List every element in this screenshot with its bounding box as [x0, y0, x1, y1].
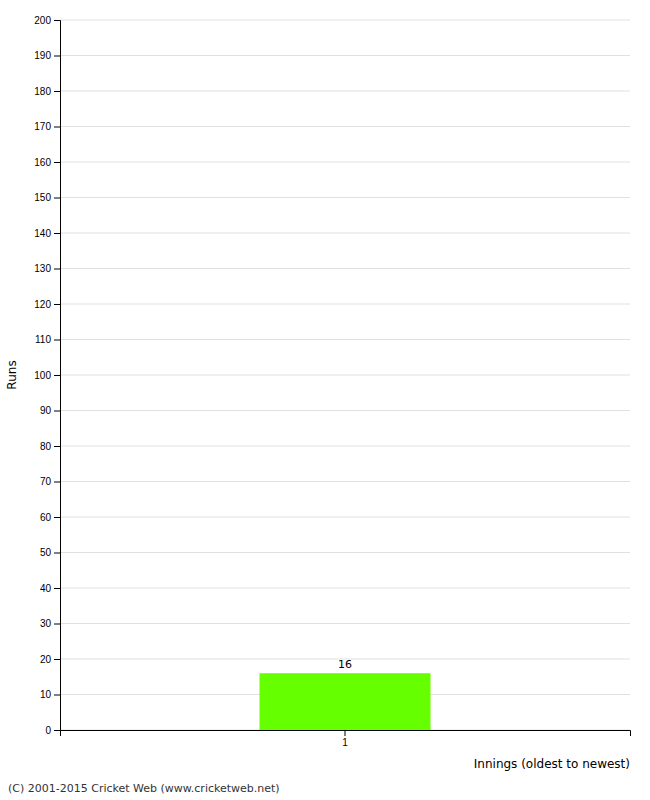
tick-mark [54, 304, 60, 305]
grid-line [60, 20, 630, 21]
chart: 1601020304050607080901001101201301401501… [0, 0, 650, 800]
tick: 170 [34, 121, 60, 132]
tick-mark [54, 553, 60, 554]
grid-line [60, 410, 630, 411]
tick-mark [54, 20, 60, 21]
tick-mark [54, 659, 60, 660]
tick: 140 [34, 228, 60, 239]
tick-mark [54, 56, 60, 57]
tick-mark [345, 730, 346, 736]
tick: 150 [34, 192, 60, 203]
footer: (C) 2001-2015 Cricket Web (www.cricketwe… [8, 782, 280, 795]
tick: 90 [40, 405, 60, 416]
tick-mark [54, 446, 60, 447]
tick-mark [54, 198, 60, 199]
grid-line [60, 197, 630, 198]
grid-line [60, 375, 630, 376]
tick-label: 10 [40, 689, 52, 700]
tick: 50 [40, 547, 60, 558]
tick: 160 [34, 157, 60, 168]
tick-mark [54, 340, 60, 341]
tick-mark [54, 411, 60, 412]
tick-label: 30 [40, 618, 52, 629]
tick: 60 [40, 512, 60, 523]
tick: 30 [40, 618, 60, 629]
bars [260, 673, 431, 730]
grid-line [60, 162, 630, 163]
grid-line [60, 233, 630, 234]
tick: 40 [40, 583, 60, 594]
data-label: 16 [338, 658, 352, 671]
tick-label: 80 [40, 441, 52, 452]
x-axis-title: Innings (oldest to newest) [474, 757, 630, 771]
tick: 80 [40, 441, 60, 452]
plot-area: 1601020304050607080901001101201301401501… [34, 15, 630, 748]
tick: 1 [342, 730, 348, 748]
grid-line [60, 126, 630, 127]
tick-label: 150 [34, 192, 51, 203]
tick-label: 180 [34, 86, 51, 97]
tick-label: 60 [40, 512, 52, 523]
bar [260, 673, 431, 730]
tick-mark [54, 91, 60, 92]
tick: 0 [45, 725, 60, 736]
grid-line [60, 55, 630, 56]
grid-line [60, 268, 630, 269]
tick: 10 [40, 689, 60, 700]
tick-mark [54, 482, 60, 483]
grid-line [60, 339, 630, 340]
tick-mark [54, 269, 60, 270]
grid-line [60, 552, 630, 553]
tick: 120 [34, 299, 60, 310]
tick: 130 [34, 263, 60, 274]
tick: 190 [34, 50, 60, 61]
tick-label: 1 [342, 737, 348, 748]
tick: 100 [34, 370, 60, 381]
tick-label: 160 [34, 157, 51, 168]
tick: 180 [34, 86, 60, 97]
tick: 110 [35, 334, 60, 345]
tick-label: 110 [35, 334, 51, 345]
tick: 70 [40, 476, 60, 487]
tick-label: 130 [34, 263, 51, 274]
tick-mark [54, 730, 60, 731]
y-axis-title: Runs [5, 360, 19, 389]
tick-label: 140 [34, 228, 51, 239]
tick-mark [54, 588, 60, 589]
data-labels: 16 [338, 658, 352, 671]
tick-mark [54, 517, 60, 518]
grid-line [60, 517, 630, 518]
tick-mark [54, 695, 60, 696]
tick-mark [54, 624, 60, 625]
tick-label: 70 [40, 476, 52, 487]
grid-line [60, 588, 630, 589]
tick-label: 50 [40, 547, 52, 558]
grid-line [60, 623, 630, 624]
grid [60, 20, 630, 730]
tick-mark [54, 162, 60, 163]
tick: 200 [34, 15, 60, 26]
tick: 20 [40, 654, 60, 665]
tick-label: 170 [34, 121, 51, 132]
tick-mark [54, 127, 60, 128]
tick-label: 40 [40, 583, 52, 594]
grid-line [60, 304, 630, 305]
tick-label: 20 [40, 654, 52, 665]
axis-line [54, 21, 61, 731]
tick-mark [54, 233, 60, 234]
tick-mark [54, 375, 60, 376]
grid-line [60, 446, 630, 447]
grid-line [60, 91, 630, 92]
grid-line [60, 481, 630, 482]
tick-label: 120 [34, 299, 51, 310]
tick-label: 100 [34, 370, 51, 381]
y-axis: 0 10 20 30 40 50 60 70 80 90 100 110 120 130 140 150 160… [34, 15, 60, 736]
tick-label: 90 [40, 405, 52, 416]
x-axis: 1 [61, 730, 631, 748]
tick-label: 0 [45, 725, 51, 736]
tick-label: 200 [34, 15, 51, 26]
tick-label: 190 [34, 50, 51, 61]
axis-line [61, 731, 631, 737]
